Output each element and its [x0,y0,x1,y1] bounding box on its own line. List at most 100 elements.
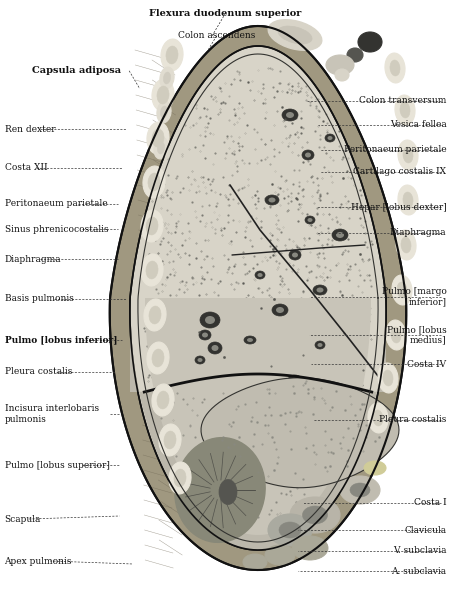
Ellipse shape [401,237,411,253]
Ellipse shape [397,282,407,298]
Ellipse shape [268,514,312,546]
Ellipse shape [272,304,288,316]
Ellipse shape [195,356,205,364]
Text: Costa IV: Costa IV [407,359,446,368]
Ellipse shape [358,32,382,52]
Ellipse shape [144,299,166,331]
Ellipse shape [305,216,315,224]
Ellipse shape [255,271,265,279]
Ellipse shape [340,476,380,504]
Text: Incisura interlobaris
pulmonis: Incisura interlobaris pulmonis [5,404,99,424]
Text: Colon ascendens: Colon ascendens [178,31,255,40]
Ellipse shape [268,197,276,202]
Ellipse shape [347,48,363,62]
Text: Ren dexter: Ren dexter [5,124,55,133]
Ellipse shape [398,140,418,170]
Ellipse shape [279,522,301,538]
Polygon shape [130,298,386,550]
Ellipse shape [403,147,413,163]
Text: Vesica fellea: Vesica fellea [390,120,446,129]
Ellipse shape [332,229,348,241]
Ellipse shape [243,554,267,570]
Ellipse shape [368,403,388,433]
Text: Pulmo [margo
inferior]: Pulmo [margo inferior] [382,287,446,307]
Text: A. subclavia: A. subclavia [391,566,446,575]
Ellipse shape [208,342,222,354]
Text: V. subclavia: V. subclavia [393,547,446,556]
Ellipse shape [292,253,298,257]
Ellipse shape [160,67,174,89]
Polygon shape [130,298,386,398]
Text: Clavicula: Clavicula [405,526,446,535]
Ellipse shape [161,106,168,118]
Text: Hepar [lobus dexter]: Hepar [lobus dexter] [351,202,446,211]
Ellipse shape [292,536,328,560]
Ellipse shape [175,437,265,542]
Ellipse shape [199,330,211,340]
Text: Costa XII: Costa XII [5,163,47,173]
Ellipse shape [391,327,401,343]
Ellipse shape [315,341,325,349]
Ellipse shape [291,377,299,383]
Text: Pulmo [lobus superior]: Pulmo [lobus superior] [5,461,110,469]
Ellipse shape [157,391,169,409]
Ellipse shape [335,69,349,81]
Polygon shape [110,26,406,570]
Ellipse shape [161,39,183,71]
Ellipse shape [289,250,301,260]
Polygon shape [201,378,399,488]
Ellipse shape [265,195,279,205]
Ellipse shape [149,306,161,324]
Text: Pulmo [lobus
medius]: Pulmo [lobus medius] [387,325,446,344]
Ellipse shape [219,479,237,505]
Ellipse shape [169,462,191,494]
Ellipse shape [157,142,165,154]
Ellipse shape [396,230,416,260]
Text: Cartilago costalis IX: Cartilago costalis IX [354,167,446,176]
Ellipse shape [303,506,327,524]
Ellipse shape [198,358,202,362]
Ellipse shape [174,469,186,487]
Text: Costa I: Costa I [414,498,446,507]
Ellipse shape [318,343,322,347]
Ellipse shape [244,336,256,344]
Text: Peritonaeum parietale: Peritonaeum parietale [344,145,446,154]
Ellipse shape [152,384,174,416]
Ellipse shape [141,210,163,242]
Ellipse shape [325,134,335,142]
Ellipse shape [373,410,383,426]
Ellipse shape [276,307,284,313]
Ellipse shape [398,185,418,215]
Ellipse shape [392,275,412,305]
Ellipse shape [141,254,163,286]
Ellipse shape [163,72,170,84]
Ellipse shape [146,261,158,279]
Ellipse shape [403,192,413,208]
Ellipse shape [265,545,295,565]
Ellipse shape [305,152,311,157]
Ellipse shape [166,46,178,64]
Polygon shape [145,298,371,535]
Ellipse shape [327,136,332,140]
Ellipse shape [313,285,327,295]
Text: Pleura costalis: Pleura costalis [5,367,72,377]
Text: Pulmo [lobus inferior]: Pulmo [lobus inferior] [5,335,117,344]
Text: Basis pulmonis: Basis pulmonis [5,294,74,304]
Ellipse shape [383,370,393,386]
Ellipse shape [364,461,386,475]
Ellipse shape [202,332,208,337]
Text: Diaphragma: Diaphragma [390,228,446,237]
Ellipse shape [268,20,322,50]
Ellipse shape [147,122,169,154]
Text: Capsula adiposa: Capsula adiposa [32,66,121,75]
Ellipse shape [395,95,415,125]
Ellipse shape [390,60,400,76]
Ellipse shape [143,166,165,198]
Ellipse shape [326,55,354,75]
Text: Scapula: Scapula [5,514,41,523]
Ellipse shape [205,316,215,324]
Text: Diaphragma: Diaphragma [5,254,61,263]
Text: Pleura costalis: Pleura costalis [379,415,446,425]
Ellipse shape [152,349,164,367]
Ellipse shape [247,338,253,342]
